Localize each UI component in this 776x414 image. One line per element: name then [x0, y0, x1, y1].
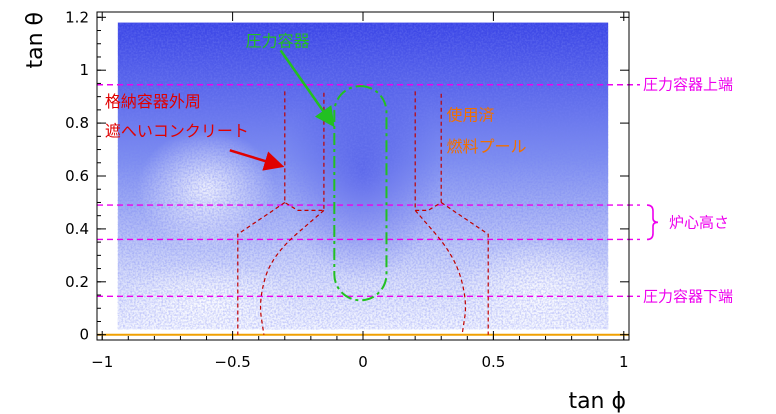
y-tick-label: 0.4 [65, 220, 89, 238]
x-tick-label: 0.5 [481, 353, 505, 371]
y-axis-label: tan θ [23, 12, 48, 69]
bracket-label: 炉心高さ [669, 213, 729, 231]
line-label-0: 圧力容器上端 [643, 76, 733, 94]
heatmap-layer [116, 22, 621, 340]
annotation-arrow-0 [279, 49, 335, 128]
core-height-bracket [646, 204, 659, 241]
annotation-label-4: 燃料プール [446, 137, 526, 156]
line-label-3: 圧力容器下端 [643, 287, 733, 305]
containment-inner-arc-right [414, 209, 467, 335]
x-tick-label: −1 [91, 353, 113, 371]
x-tick-label: 1 [619, 353, 629, 371]
annotation-label-0: 圧力容器 [246, 31, 310, 50]
heatmap-noise [117, 22, 609, 330]
containment-inner-arc-left [259, 209, 325, 335]
x-tick-label: 0 [358, 353, 368, 371]
y-tick-label: 0.8 [65, 114, 89, 132]
annotation-label-3: 使用済 [446, 105, 494, 124]
y-tick-label: 1 [79, 61, 89, 79]
axes: −1 −0.5 0 0.5 1 0 0.2 0.4 0.6 0.8 1 1.2 tan ϕ tan θ [23, 8, 630, 414]
y-tick-label: 0.2 [65, 273, 89, 291]
annotation-arrow-2 [229, 149, 285, 171]
x-axis-label: tan ϕ [568, 389, 626, 414]
y-tick-label: 0.6 [65, 167, 89, 185]
containment-left-outer [237, 202, 286, 335]
containment-right-outer [440, 202, 489, 335]
y-tick-label: 1.2 [65, 8, 89, 26]
x-tick-label: −0.5 [214, 353, 250, 371]
annotation-label-1: 格納容器外周 [105, 92, 201, 111]
containment-left-upper [284, 91, 325, 211]
y-tick-label: 0 [79, 326, 89, 344]
containment-right-upper [414, 91, 442, 211]
pressure-vessel-outline [333, 85, 388, 302]
annotation-label-2: 遮へいコンクリート [105, 121, 249, 140]
